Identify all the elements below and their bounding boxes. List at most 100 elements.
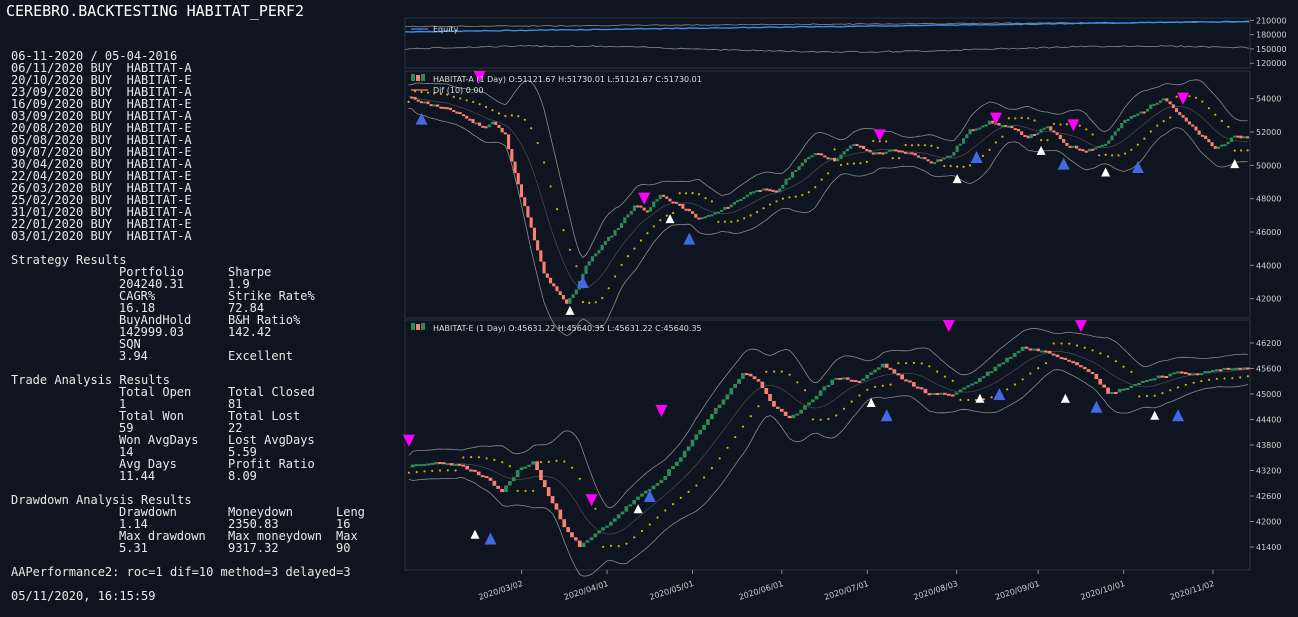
- candle: [1075, 362, 1079, 366]
- signal-dot: [743, 217, 746, 220]
- candle: [717, 404, 722, 408]
- candle: [612, 518, 617, 522]
- signal-dot: [640, 529, 644, 533]
- signal-dot: [852, 162, 856, 165]
- candle: [887, 149, 891, 152]
- candle: [807, 156, 811, 160]
- candle: [1148, 378, 1153, 381]
- candle: [923, 157, 927, 160]
- candle: [562, 519, 567, 528]
- strategy-row: 3.94 Excellent: [11, 350, 293, 362]
- signal-dot: [710, 467, 714, 470]
- dif-legend-label: Dif (10) 0.00: [433, 86, 484, 95]
- signal-dot: [504, 114, 507, 118]
- candle: [438, 462, 442, 464]
- candle: [1239, 135, 1243, 139]
- signal-dot: [850, 400, 853, 403]
- trade-analysis-cell: Avg Days: [119, 457, 177, 471]
- candle: [1217, 146, 1221, 149]
- candle: [779, 408, 784, 412]
- candle: [900, 374, 904, 380]
- candle: [471, 119, 475, 124]
- trade-row: 03/01/2020 BUY HABITAT-A: [11, 229, 192, 243]
- candle: [829, 157, 833, 160]
- trade-row: 26/03/2020 BUY HABITAT-A: [11, 181, 192, 195]
- candle: [1007, 125, 1011, 128]
- candle-legend-label: HABITAT-A (1 Day) O:51121.67 H:51730.01 …: [433, 75, 702, 84]
- signal-dot: [1117, 154, 1120, 157]
- candle: [546, 487, 551, 497]
- candle: [700, 217, 704, 220]
- candle: [1121, 388, 1126, 391]
- candle: [745, 194, 749, 197]
- candle: [682, 450, 687, 458]
- trade-analysis-results: Trade Analysis Results Total Open Total Cl…: [11, 374, 315, 482]
- candle: [1181, 115, 1185, 118]
- candle: [1126, 119, 1130, 121]
- sell-marker: [655, 405, 668, 417]
- candle: [1049, 126, 1053, 131]
- signal-dot: [626, 255, 630, 258]
- candle: [978, 127, 982, 130]
- sell-marker: [1074, 320, 1087, 332]
- legend-swatch-up: [421, 74, 425, 81]
- candle: [993, 366, 998, 372]
- candle: [481, 125, 485, 128]
- candle: [565, 299, 569, 304]
- candle: [1116, 128, 1120, 132]
- candle: [691, 211, 695, 214]
- trade-analysis-row: 11.44 8.09: [11, 470, 257, 482]
- signal-dot: [1111, 154, 1114, 157]
- trade-analysis-cell: Lost AvgDays: [228, 433, 315, 447]
- signal-dot: [920, 362, 923, 365]
- signal-dot: [656, 516, 659, 519]
- signal-dot: [543, 161, 546, 164]
- signal-dot: [872, 139, 875, 143]
- candle: [1055, 354, 1060, 358]
- candle: [1013, 128, 1017, 131]
- buy-marker: [643, 490, 656, 502]
- trade-analysis-cell: Total Lost: [228, 409, 301, 423]
- signal-dot: [568, 248, 572, 251]
- signal-dot: [1059, 123, 1062, 126]
- candle: [531, 461, 535, 465]
- drawdown-cell: 9317.32: [228, 541, 279, 555]
- app-title: CEREBRO.BACKTESTING HABITAT_PERF2: [6, 2, 305, 20]
- candle: [632, 500, 636, 505]
- signal-dot: [1029, 372, 1032, 375]
- signal-dot: [407, 100, 410, 103]
- candle: [726, 206, 730, 209]
- candle: [762, 188, 766, 191]
- candle: [935, 393, 939, 395]
- candle: [916, 155, 920, 158]
- drawdown-cell: Max moneydown: [228, 529, 322, 543]
- signal-dot: [1215, 377, 1218, 380]
- signal-dot: [1046, 139, 1049, 142]
- candle: [865, 374, 869, 379]
- candle: [1207, 371, 1211, 373]
- x-tick-label: 2020/11/02: [1169, 579, 1216, 602]
- signal-dot: [1194, 96, 1198, 99]
- candle: [453, 463, 458, 466]
- candle: [778, 188, 782, 193]
- trade-analysis-row: Total Open Total Closed: [11, 386, 315, 398]
- candle: [942, 157, 946, 160]
- signal-dot: [885, 140, 888, 143]
- candle: [620, 223, 624, 228]
- signal-dot: [1143, 137, 1146, 140]
- candle: [643, 490, 648, 494]
- candle: [455, 111, 459, 114]
- buy-marker: [683, 232, 696, 245]
- candle: [962, 138, 966, 144]
- candle: [842, 377, 846, 380]
- signal-dot: [775, 200, 778, 203]
- candle: [765, 188, 769, 191]
- y-tick-label: 46000: [1256, 228, 1281, 237]
- candle: [1016, 350, 1021, 353]
- signal-dot: [730, 220, 733, 223]
- signal-dot: [1083, 346, 1086, 349]
- candle: [1062, 139, 1066, 143]
- trade-row: 09/07/2020 BUY HABITAT-E: [11, 145, 192, 159]
- candle: [1218, 369, 1223, 372]
